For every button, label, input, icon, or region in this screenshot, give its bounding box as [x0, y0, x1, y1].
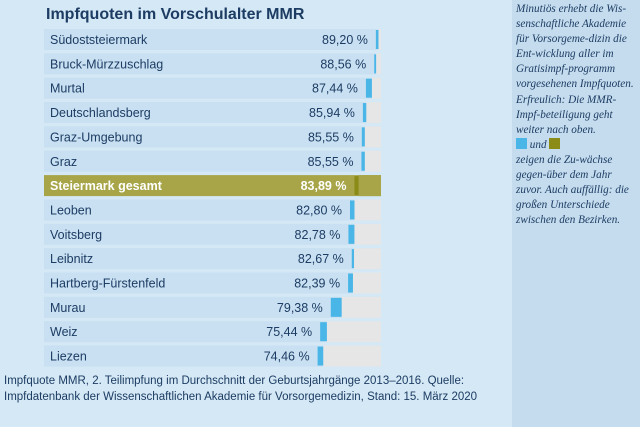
- value-label: 87,44 %: [312, 82, 358, 96]
- legend-und: und: [529, 138, 547, 151]
- value-label: 82,67 %: [298, 252, 344, 266]
- bar-track: [364, 126, 381, 148]
- row-bg: [44, 272, 381, 294]
- value-label: 75,44 %: [266, 325, 312, 339]
- increase-bar: [317, 346, 324, 366]
- category-label: Liezen: [50, 350, 87, 364]
- value-label: 74,46 %: [264, 350, 310, 364]
- category-label: Graz-Umgebung: [50, 130, 142, 144]
- row-bg: [44, 321, 381, 343]
- category-label: Leoben: [50, 203, 92, 217]
- value-label: 83,89 %: [301, 179, 347, 193]
- chart-caption: Impfquote MMR, 2. Teilimpfung im Durchsc…: [4, 375, 478, 403]
- value-label: 82,39 %: [294, 277, 340, 291]
- bar-track: [358, 175, 381, 197]
- bar-track: [354, 248, 381, 270]
- increase-bar: [361, 127, 365, 147]
- category-label: Steiermark gesamt: [50, 179, 163, 193]
- value-label: 89,20 %: [322, 33, 368, 47]
- row-bg: [44, 150, 381, 172]
- legend-swatch-olive: [549, 137, 561, 149]
- increase-bar: [375, 30, 379, 49]
- category-label: Deutschlandsberg: [50, 106, 151, 120]
- bar-track: [341, 296, 381, 318]
- increase-bar: [348, 273, 353, 293]
- sidebar-text-2: zeigen die Zu-wächse gegen-über dem Jahr…: [516, 153, 629, 227]
- increase-bar: [361, 151, 365, 171]
- value-label: 79,38 %: [277, 301, 323, 315]
- row-bg: [44, 248, 381, 270]
- value-label: 82,80 %: [296, 203, 342, 217]
- row-bg: [44, 199, 381, 221]
- increase-bar: [362, 103, 367, 123]
- bar-track: [371, 77, 381, 99]
- row-bg: [44, 175, 381, 197]
- category-label: Hartberg-Fürstenfeld: [50, 277, 165, 291]
- value-label: 85,55 %: [308, 130, 354, 144]
- sidebar-note-panel: Minutiös erhebt die Wis-senschaftliche A…: [512, 0, 640, 427]
- legend-swatch-blue: [516, 137, 527, 149]
- row-bg: [44, 223, 381, 245]
- bar-track: [378, 29, 381, 50]
- category-label: Bruck-Mürzzuschlag: [50, 57, 163, 71]
- bar-track: [326, 321, 381, 343]
- row-bg: [44, 53, 381, 75]
- value-label: 82,78 %: [295, 228, 341, 242]
- increase-bar: [350, 200, 355, 220]
- value-label: 85,94 %: [309, 106, 355, 120]
- bar-track: [376, 53, 381, 75]
- category-label: Murtal: [50, 82, 85, 96]
- category-label: Leibnitz: [50, 252, 93, 266]
- bar-track: [364, 150, 381, 172]
- increase-bar: [365, 78, 372, 98]
- increase-bar: [348, 224, 355, 244]
- bar-track: [366, 102, 381, 124]
- increase-bar: [330, 297, 342, 317]
- category-label: Graz: [50, 155, 77, 169]
- row-bg: [44, 29, 381, 50]
- value-label: 88,56 %: [320, 57, 366, 71]
- chart-title: Impfquoten im Vorschulalter MMR: [46, 6, 305, 23]
- row-bg: [44, 345, 381, 367]
- category-label: Murau: [50, 301, 85, 315]
- sidebar-legend: und: [516, 137, 638, 153]
- value-label: 85,55 %: [308, 155, 354, 169]
- category-label: Südoststeiermark: [50, 33, 148, 47]
- row-bg: [44, 77, 381, 99]
- row-bg: [44, 296, 381, 318]
- bar-track: [354, 223, 381, 245]
- sidebar-note: Minutiös erhebt die Wis-senschaftliche A…: [516, 2, 638, 228]
- row-bg: [44, 102, 381, 124]
- bar-track: [354, 199, 381, 221]
- row-bg: [44, 126, 381, 148]
- increase-bar: [374, 54, 377, 74]
- bar-track: [323, 345, 381, 367]
- increase-bar: [354, 176, 359, 196]
- bar-chart: Südoststeiermark 89,20 % Bruck-Mürzzuschla…: [44, 29, 381, 367]
- increase-bar: [351, 249, 355, 269]
- bar-track: [352, 272, 381, 294]
- category-label: Voitsberg: [50, 228, 102, 242]
- category-label: Weiz: [50, 325, 78, 339]
- increase-bar: [320, 322, 327, 342]
- sidebar-text-1: Minutiös erhebt die Wis-senschaftliche A…: [516, 3, 634, 136]
